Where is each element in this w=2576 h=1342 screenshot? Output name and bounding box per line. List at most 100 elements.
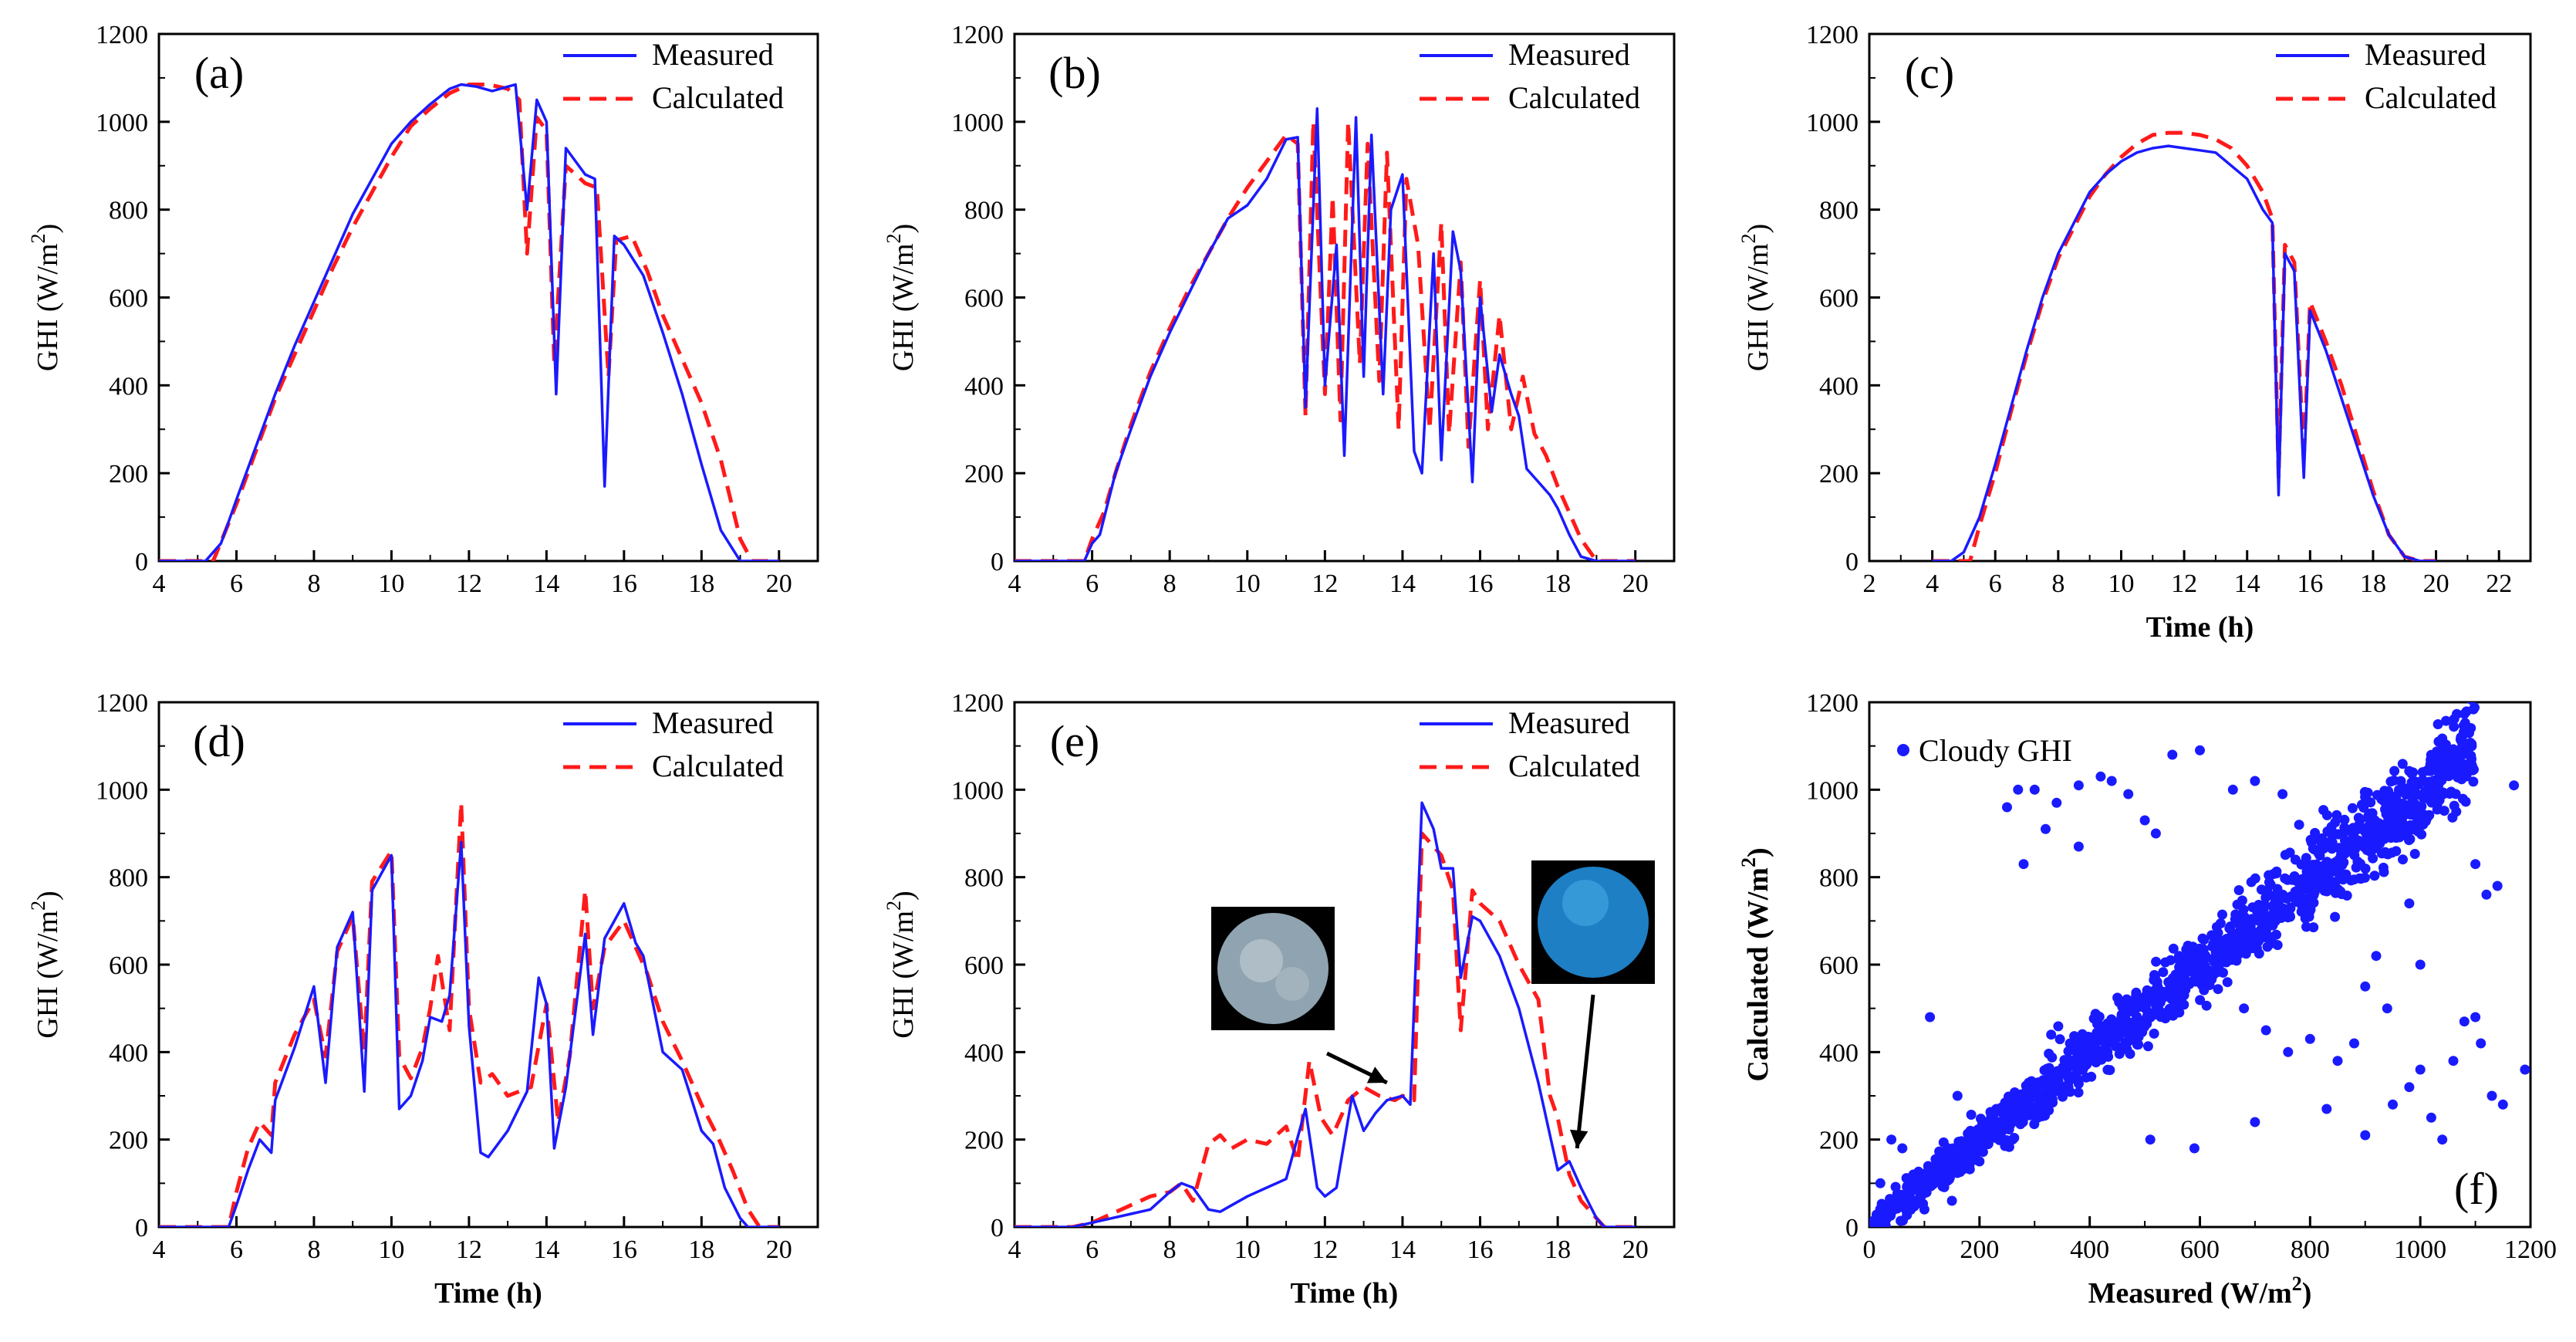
scatter-point xyxy=(2073,780,2084,791)
y-tick-label: 1000 xyxy=(951,109,1004,137)
scatter-point xyxy=(2449,688,2460,698)
scatter-point xyxy=(2419,789,2430,799)
scatter-point xyxy=(1983,1139,1994,1150)
x-tick-label: 20 xyxy=(766,1236,792,1264)
scatter-point xyxy=(2247,902,2258,913)
scatter-point xyxy=(2279,892,2290,903)
x-axis-label: Measured (W/m2) xyxy=(2088,1273,2312,1310)
scatter-point xyxy=(2316,837,2327,847)
scatter-point xyxy=(2360,981,2371,992)
scatter-point xyxy=(2334,843,2345,854)
scatter-point xyxy=(2466,675,2476,685)
scatter-point xyxy=(2123,789,2134,799)
y-tick-label: 200 xyxy=(964,460,1004,488)
x-tick-label: 4 xyxy=(153,1236,166,1264)
y-tick-label: 800 xyxy=(964,864,1004,893)
scatter-point xyxy=(2457,793,2468,804)
scatter-point xyxy=(2417,775,2428,786)
y-axis-label: GHI (W/m2) xyxy=(1737,224,1774,371)
scatter-point xyxy=(2211,921,2222,932)
x-tick-label: 16 xyxy=(611,570,637,598)
legend-measured-label: Measured xyxy=(652,37,774,72)
x-tick-label: 6 xyxy=(230,570,243,598)
plot-area xyxy=(1015,107,1636,561)
scatter-point xyxy=(1970,1126,1981,1137)
scatter-point xyxy=(2404,1082,2415,1093)
scatter-point xyxy=(1937,1181,1948,1192)
x-tick-label: 8 xyxy=(1163,1236,1177,1264)
panel-tag: (a) xyxy=(194,48,244,98)
scatter-point xyxy=(2458,738,2468,749)
scatter-point xyxy=(2294,820,2304,830)
scatter-point xyxy=(2363,810,2374,821)
scatter-point xyxy=(1976,1114,1986,1124)
scatter-point xyxy=(2237,895,2247,906)
series-calculated-line xyxy=(1015,120,1636,561)
scatter-point xyxy=(2468,776,2479,787)
scatter-point xyxy=(1890,1181,1901,1192)
scatter-point xyxy=(1904,1190,1915,1201)
scatter-point xyxy=(2025,1091,2036,1102)
y-tick-label: 1000 xyxy=(1806,109,1859,137)
scatter-point xyxy=(2260,1025,2271,1036)
x-tick-label: 4 xyxy=(1008,1236,1021,1264)
scatter-point xyxy=(2168,943,2179,954)
scatter-point xyxy=(2205,965,2216,976)
scatter-point xyxy=(2199,935,2210,945)
legend-measured-label: Measured xyxy=(1508,37,1630,72)
x-tick-label: 12 xyxy=(1312,1236,1338,1264)
scatter-point xyxy=(2227,784,2238,795)
scatter-point xyxy=(2235,915,2245,926)
scatter-point xyxy=(2183,941,2193,951)
x-tick-label: 1000 xyxy=(2394,1236,2446,1264)
scatter-point xyxy=(2409,784,2420,795)
scatter-point xyxy=(2142,993,2152,1004)
x-tick-label: 800 xyxy=(2291,1236,2330,1264)
scatter-point xyxy=(2467,702,2476,705)
y-tick-label: 0 xyxy=(1845,1214,1859,1242)
scatter-point xyxy=(2406,768,2417,779)
scatter-point xyxy=(2481,889,2492,900)
scatter-point xyxy=(2453,772,2463,783)
scatter-point xyxy=(1923,1176,1933,1187)
scatter-point xyxy=(2224,949,2235,960)
scatter-point xyxy=(2183,978,2193,989)
scatter-point xyxy=(2368,853,2378,864)
scatter-point xyxy=(2201,1000,2212,1011)
scatter-point xyxy=(1997,1123,2007,1134)
scatter-point xyxy=(2013,784,2024,795)
scatter-point xyxy=(2271,866,2282,877)
scatter-point xyxy=(2238,945,2249,955)
scatter-point xyxy=(2391,846,2402,857)
x-tick-label: 14 xyxy=(2234,570,2260,598)
legend-calculated-label: Calculated xyxy=(652,80,784,115)
scatter-point xyxy=(1964,1161,1975,1171)
y-tick-label: 1000 xyxy=(96,109,148,137)
x-tick-label: 14 xyxy=(533,1236,559,1264)
x-tick-label: 10 xyxy=(378,1236,404,1264)
scatter-point xyxy=(2289,873,2300,884)
scatter-point xyxy=(2436,745,2446,756)
scatter-point xyxy=(2347,803,2358,813)
scatter-point xyxy=(2497,1099,2508,1110)
scatter-point xyxy=(2433,779,2444,790)
scatter-point xyxy=(1974,1156,1985,1167)
scatter-point xyxy=(2456,748,2466,759)
scatter-point xyxy=(2262,941,2273,952)
scatter-point xyxy=(2052,1066,2063,1077)
scatter-point xyxy=(2433,764,2444,774)
scatter-point xyxy=(2246,943,2257,954)
scatter-point xyxy=(1905,1202,1916,1212)
scatter-point xyxy=(2046,1029,2057,1040)
scatter-point xyxy=(2088,1050,2099,1061)
scatter-point xyxy=(2409,849,2420,859)
scatter-point xyxy=(1956,1137,1967,1148)
x-tick-label: 12 xyxy=(2171,570,2197,598)
scatter-point xyxy=(2385,829,2396,840)
y-tick-label: 1200 xyxy=(1806,21,1859,49)
scatter-point xyxy=(2131,987,2142,998)
y-tick-label: 200 xyxy=(109,460,148,488)
scatter-point xyxy=(1999,1106,2010,1117)
y-tick-label: 0 xyxy=(1845,548,1859,576)
x-tick-label: 6 xyxy=(1085,1236,1099,1264)
